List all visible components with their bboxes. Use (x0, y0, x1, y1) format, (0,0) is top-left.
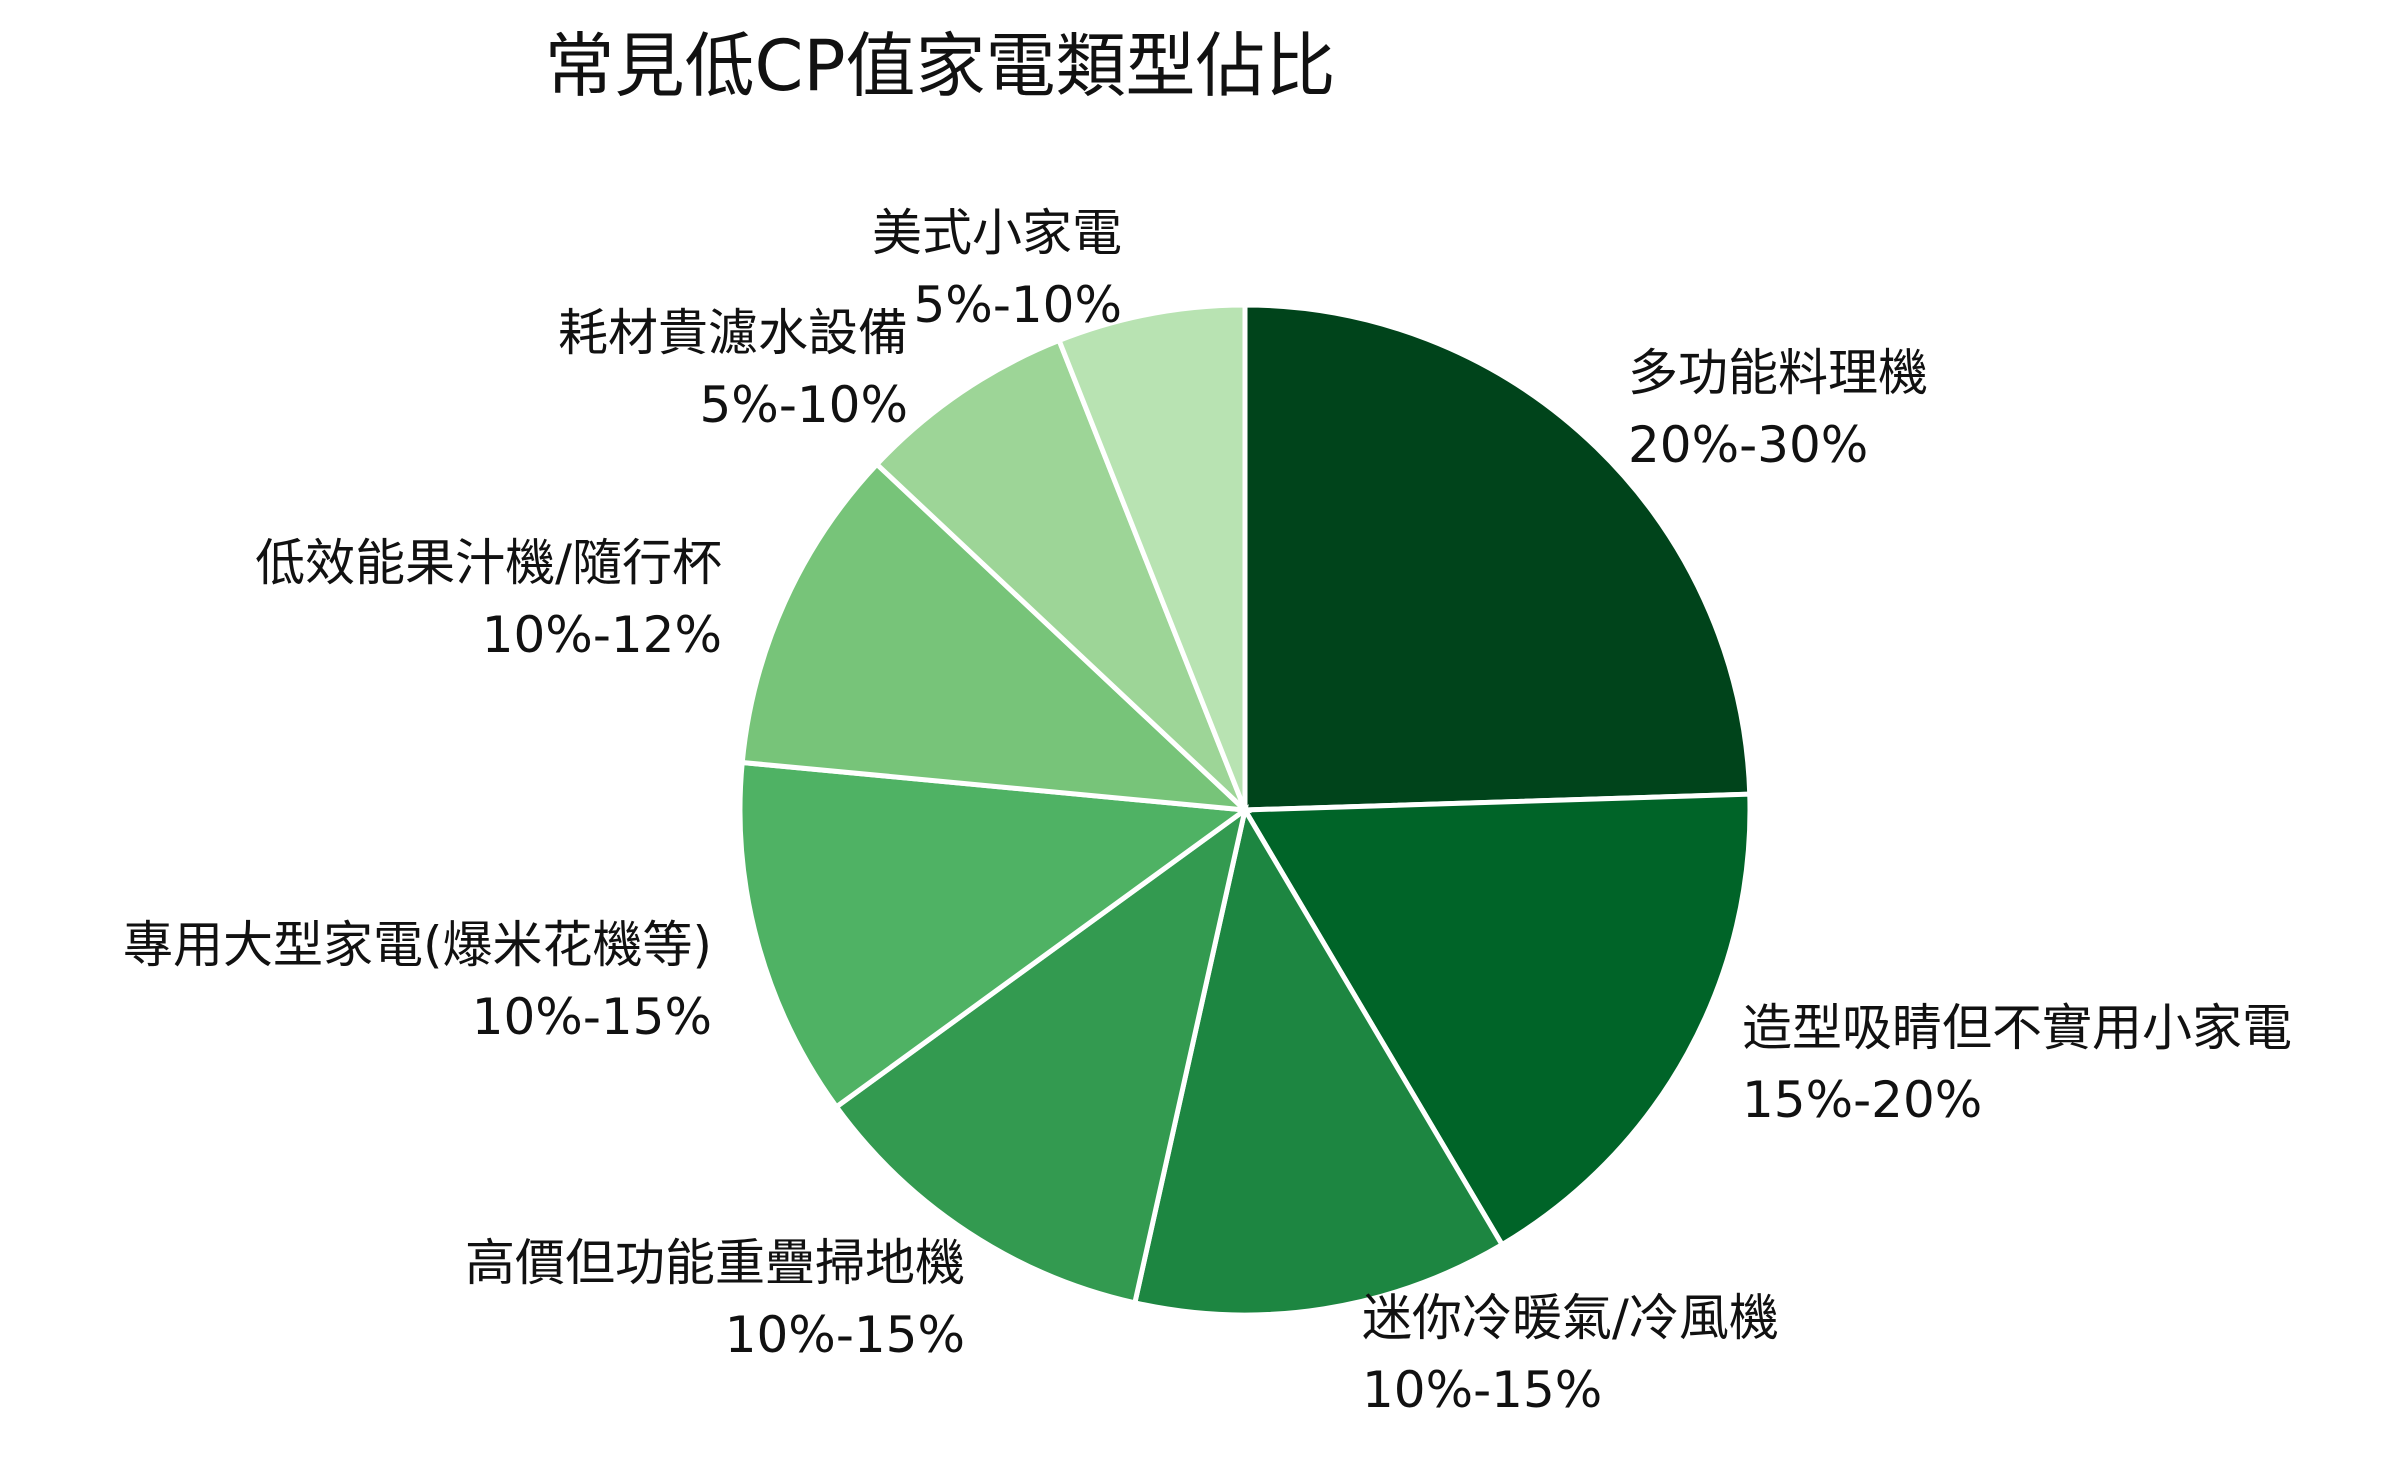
slice-label: 低效能果汁機/隨行杯 (255, 534, 722, 592)
pie-slice (1242, 302, 1753, 813)
slice-label: 迷你冷暖氣/冷風機 (1362, 1289, 1779, 1347)
pie-labels: 多功能料理機 20%-30% 造型吸睛但不實用小家電 15%-20% 迷你冷暖氣/冷風機… (123, 204, 2292, 1419)
pie-slice (832, 804, 1249, 1306)
pie-slice (1131, 803, 1506, 1318)
slice-range-label: 10%-15% (472, 988, 712, 1046)
pie-slice (1055, 302, 1248, 811)
chart-title: 常見低CP值家電類型佔比 (544, 25, 1335, 107)
slice-label: 美式小家電 (872, 204, 1122, 262)
slice-label: 專用大型家電(爆米花機等) (123, 916, 712, 974)
slice-label: 高價但功能重疊掃地機 (465, 1234, 965, 1292)
pie-slice (1240, 791, 1753, 1249)
slice-range-label: 20%-30% (1628, 416, 1868, 474)
slice-range-label: 10%-12% (482, 606, 722, 664)
slice-range-label: 15%-20% (1742, 1071, 1982, 1129)
pie-slice (873, 337, 1248, 812)
pie-slice (737, 759, 1252, 1111)
slice-label: 造型吸睛但不實用小家電 (1742, 999, 2292, 1057)
pie-slices (737, 302, 1753, 1318)
slice-label: 耗材貴濾水設備 (558, 304, 908, 362)
slice-range-label: 10%-15% (1362, 1361, 1602, 1419)
slice-range-label: 5%-10% (914, 276, 1123, 334)
slice-label: 多功能料理機 (1628, 344, 1928, 402)
slice-range-label: 5%-10% (700, 376, 909, 434)
pie-slice (739, 460, 1253, 814)
slice-range-label: 10%-15% (725, 1306, 965, 1364)
